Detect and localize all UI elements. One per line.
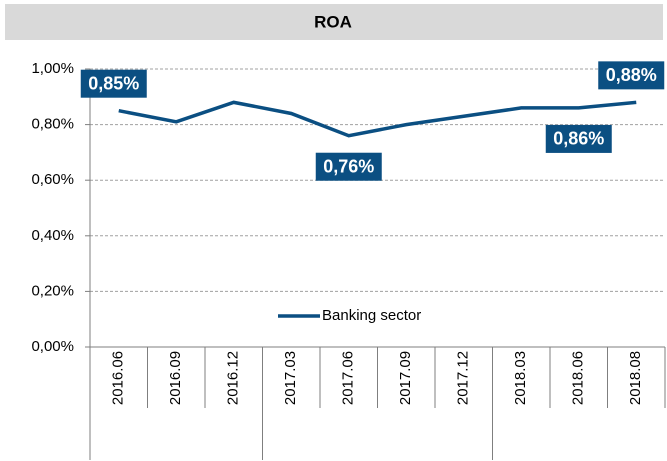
line-series bbox=[118, 100, 637, 138]
x-tick-label: 2017.12 bbox=[455, 351, 472, 405]
data-label-box bbox=[545, 124, 612, 153]
title-bar bbox=[5, 4, 663, 40]
x-tick-label: 2018.08 bbox=[627, 351, 644, 405]
x-tick-label: 2017.06 bbox=[340, 351, 357, 405]
y-tick-label: 0,60% bbox=[31, 171, 74, 188]
data-label: 0,86% bbox=[553, 129, 604, 149]
data-label: 0,76% bbox=[323, 156, 374, 176]
chart-title: ROA bbox=[314, 12, 352, 31]
y-tick-label: 0,40% bbox=[31, 227, 74, 244]
data-label: 0,88% bbox=[606, 65, 657, 85]
legend-label: Banking sector bbox=[322, 307, 421, 324]
y-tick-label: 0,00% bbox=[31, 338, 74, 355]
x-tick-label: 2018.03 bbox=[512, 351, 529, 405]
x-tick-label: 2016.06 bbox=[110, 351, 127, 405]
y-tick-label: 0,20% bbox=[31, 282, 74, 299]
data-label-box bbox=[80, 69, 147, 98]
data-label-box bbox=[315, 152, 382, 181]
data-label-box bbox=[598, 61, 665, 90]
x-tick-label: 2016.09 bbox=[167, 351, 184, 405]
x-tick-label: 2017.09 bbox=[397, 351, 414, 405]
y-tick-label: 1,00% bbox=[31, 60, 74, 77]
data-label: 0,85% bbox=[88, 73, 139, 93]
x-tick-label: 2017.03 bbox=[282, 351, 299, 405]
x-tick-label: 2018.06 bbox=[570, 351, 587, 405]
x-tick-label: 2016.12 bbox=[225, 351, 242, 405]
y-tick-label: 0,80% bbox=[31, 116, 74, 133]
